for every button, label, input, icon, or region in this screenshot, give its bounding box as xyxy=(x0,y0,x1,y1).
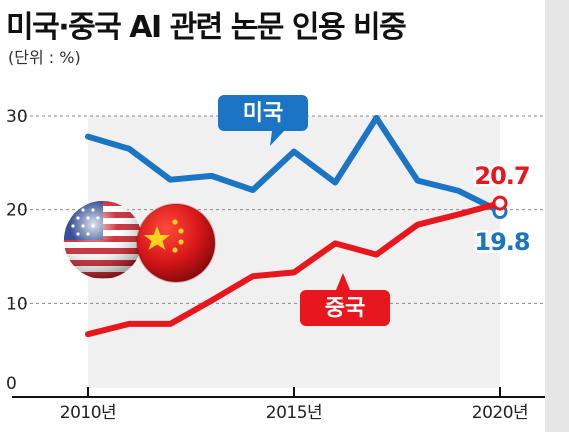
us-series-line xyxy=(85,114,503,215)
china-point xyxy=(211,300,213,302)
china-point xyxy=(169,323,171,325)
china-point xyxy=(458,213,460,215)
us-point xyxy=(375,117,377,119)
china-end-value: 20.7 xyxy=(474,162,529,190)
right-edge-bar xyxy=(545,0,569,432)
chart-title: 미국·중국 AI 관련 논문 인용 비중 xyxy=(6,10,407,45)
unit-label: (단위 : %) xyxy=(8,48,81,67)
y-tick-label: 20 xyxy=(6,201,28,221)
china-point xyxy=(252,275,254,277)
us-point xyxy=(252,189,254,191)
china-point xyxy=(334,242,336,244)
x-tick-label: 2020년 xyxy=(472,403,528,423)
y-tick-label: 30 xyxy=(6,107,28,127)
us-end-value: 19.8 xyxy=(474,228,530,256)
us-flag-ball xyxy=(64,201,142,279)
china-point xyxy=(375,254,377,256)
us-legend-label: 미국 xyxy=(243,101,283,126)
y-tick-label: 0 xyxy=(6,374,17,394)
us-legend-tag: 미국 xyxy=(218,95,308,146)
x-tick-label: 2015년 xyxy=(266,403,322,423)
us-point xyxy=(458,190,460,192)
us-point xyxy=(293,151,295,153)
china-legend-tag: 중국 xyxy=(300,273,390,326)
china-point xyxy=(492,195,508,211)
us-point xyxy=(334,182,336,184)
china-flag-ball xyxy=(136,203,216,283)
us-point xyxy=(87,136,89,138)
china-series-line xyxy=(85,200,503,338)
us-point xyxy=(169,179,171,181)
china-point xyxy=(417,224,419,226)
x-tick-label: 2010년 xyxy=(60,403,116,423)
china-point xyxy=(128,323,130,325)
us-point xyxy=(128,148,130,150)
china-point xyxy=(87,333,89,335)
us-point xyxy=(211,175,213,177)
y-tick-label: 10 xyxy=(6,294,28,314)
us-point xyxy=(417,180,419,182)
china-legend-label: 중국 xyxy=(325,296,365,321)
china-point xyxy=(293,271,295,273)
